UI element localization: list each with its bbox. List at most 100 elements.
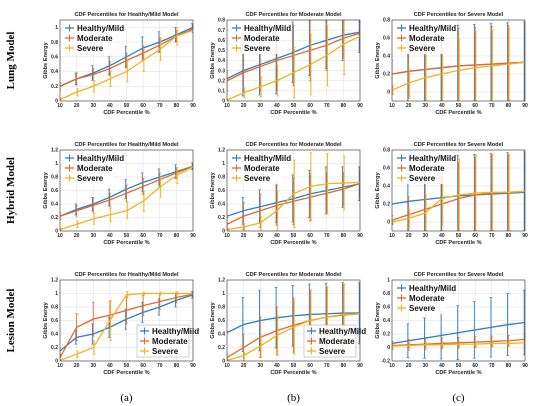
series-layer — [60, 291, 193, 361]
x-tick-label: 80 — [506, 363, 512, 369]
x-tick-label: 10 — [57, 103, 63, 109]
x-tick-label: 40 — [274, 233, 280, 239]
series-line — [227, 181, 360, 231]
x-tick-label: 10 — [224, 103, 230, 109]
x-tick-label: 30 — [422, 103, 428, 109]
series-severe — [60, 163, 193, 231]
chart-panel: CDF Percentiles for Severe Model 10 20 30 40… — [375, 142, 528, 246]
legend-entry: Moderate — [152, 337, 188, 346]
x-tick-label: 50 — [456, 363, 462, 369]
series-healthy — [392, 289, 525, 360]
y-axis-label: Gibbs Energy — [210, 171, 216, 208]
series-moderate — [60, 162, 193, 220]
x-tick-label: 50 — [291, 233, 297, 239]
chart-title: CDF Percentiles for Severe Model — [414, 272, 504, 278]
x-tick-label: 50 — [291, 363, 297, 369]
x-tick-label: 40 — [439, 233, 445, 239]
x-tick-label: 60 — [472, 103, 478, 109]
row-label-group: Lung Model — [5, 32, 17, 90]
x-tick-label: 60 — [307, 363, 313, 369]
legend-entry: Healthy/Mild — [152, 327, 199, 336]
y-axis-label: Gibbs Energy — [43, 41, 49, 78]
x-tick-label: 70 — [324, 103, 330, 109]
x-axis-label: CDF Percentile % — [435, 370, 481, 376]
row-label: Lung Model — [5, 32, 17, 90]
series-line — [60, 29, 193, 101]
series-line — [392, 338, 525, 347]
row-label-group: Hybrid Model — [5, 157, 17, 224]
y-tick-label: -0.2 — [381, 359, 390, 365]
x-tick-label: 20 — [406, 363, 412, 369]
x-tick-label: 50 — [124, 233, 130, 239]
y-tick-label: 1.2 — [51, 148, 58, 154]
x-tick-label: 20 — [241, 363, 247, 369]
x-tick-label: 90 — [190, 103, 196, 109]
legend-entry: Moderate — [409, 294, 445, 303]
y-axis-label: Gibbs Energy — [375, 41, 381, 78]
y-tick-label: 0.8 — [383, 148, 390, 154]
legend-entry: Healthy/Mild — [319, 327, 366, 336]
y-axis-label: Gibbs Energy — [43, 301, 49, 338]
legend-entry: Moderate — [319, 337, 355, 346]
series-layer — [392, 21, 525, 101]
chart-title: CDF Percentiles for Moderate Model — [245, 272, 341, 278]
x-tick-label: 30 — [257, 233, 263, 239]
x-tick-label: 40 — [439, 363, 445, 369]
chart-title: CDF Percentiles for Moderate Model — [245, 12, 341, 18]
x-tick-label: 10 — [389, 233, 395, 239]
series-layer — [227, 20, 360, 101]
y-tick-label: 1.2 — [218, 278, 225, 284]
series-severe — [392, 339, 525, 349]
series-layer — [392, 289, 525, 360]
axes-frame — [391, 279, 526, 362]
series-severe — [227, 283, 360, 361]
legend-entry: Severe — [409, 304, 436, 313]
y-tick-label: 0.3 — [218, 68, 225, 74]
legend-entry: Severe — [152, 347, 179, 356]
x-tick-label: 50 — [291, 103, 297, 109]
y-tick-label: 0.8 — [218, 18, 225, 24]
y-tick-label: 0.4 — [51, 332, 58, 338]
x-axis-label: CDF Percentile % — [435, 240, 481, 246]
legend-entry: Healthy/Mild — [409, 24, 456, 33]
y-tick-label: 1.2 — [218, 148, 225, 154]
y-tick-label: 0.8 — [383, 291, 390, 297]
y-tick-label: 0.6 — [383, 305, 390, 311]
series-severe — [60, 26, 193, 101]
legend-entry: Severe — [319, 347, 346, 356]
legend-entry: Healthy/Mild — [77, 24, 124, 33]
series-line — [60, 28, 193, 87]
x-axis-label: CDF Percentile % — [270, 240, 316, 246]
y-tick-label: 0.6 — [218, 38, 225, 44]
x-axis-label: CDF Percentile % — [103, 110, 149, 116]
y-tick-label: 0.8 — [218, 305, 225, 311]
series-severe — [227, 20, 360, 101]
x-tick-label: 30 — [422, 233, 428, 239]
x-tick-label: 60 — [140, 103, 146, 109]
y-tick-label: 0.2 — [51, 215, 58, 221]
x-tick-label: 90 — [357, 233, 363, 239]
x-tick-label: 70 — [489, 363, 495, 369]
x-tick-label: 70 — [489, 233, 495, 239]
x-tick-label: 80 — [174, 103, 180, 109]
axes-frame — [59, 149, 194, 232]
y-tick-label: 0.4 — [51, 69, 58, 75]
legend-entry: Healthy/Mild — [409, 154, 456, 163]
series-moderate — [227, 20, 360, 94]
series-line — [392, 342, 525, 347]
x-tick-label: 30 — [422, 363, 428, 369]
series-line — [392, 61, 525, 75]
legend-entry: Moderate — [77, 34, 113, 43]
x-tick-label: 90 — [357, 103, 363, 109]
x-tick-label: 80 — [174, 233, 180, 239]
series-line — [392, 321, 525, 345]
y-tick-label: 0.6 — [51, 318, 58, 324]
y-tick-label: 1 — [222, 161, 225, 167]
x-tick-label: 20 — [74, 233, 80, 239]
legend-entry: Moderate — [409, 34, 445, 43]
x-tick-label: 90 — [357, 363, 363, 369]
